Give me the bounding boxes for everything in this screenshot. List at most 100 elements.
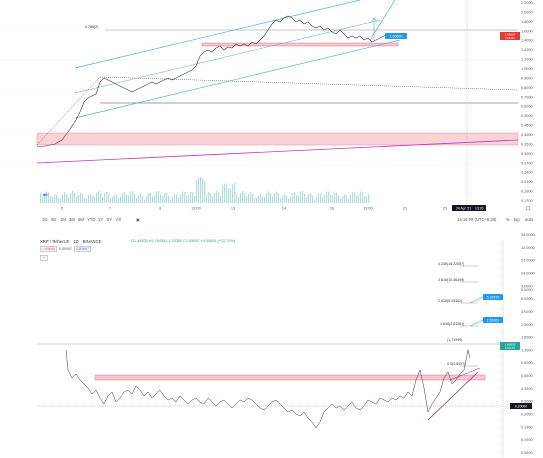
volume-bar	[286, 195, 288, 203]
volume-bar	[160, 194, 162, 203]
top-chart-canvas[interactable]: 1.90690 0.786(2) 1.66907 1.64392 2.20002…	[0, 0, 543, 212]
timeframe-5y[interactable]: 5Y	[107, 217, 113, 222]
timeframe-1m[interactable]: 1M	[60, 217, 66, 222]
price-callout-box	[385, 33, 407, 39]
volume-bar	[338, 195, 340, 203]
fib-extension-labels: 4.236(16.22097) 3.618(10.46499) 2.618(5.25…	[438, 262, 465, 366]
log-toggle[interactable]: log	[514, 217, 520, 222]
calendar-icon[interactable]: ▣	[136, 217, 140, 222]
symbol-pair[interactable]: XRP / TetherUS	[40, 239, 70, 244]
spread-value: 0.00007	[59, 247, 72, 251]
volume-bar	[186, 195, 188, 203]
volume-bar	[50, 196, 52, 203]
volume-bar	[154, 194, 156, 203]
volume-bar	[264, 196, 266, 203]
volume-bar	[212, 196, 214, 203]
volume-bar	[358, 194, 360, 203]
bottom-y-tick: 0.6500	[521, 374, 533, 378]
volume-bar	[158, 191, 160, 203]
timeframe-6m[interactable]: 6M	[78, 217, 84, 222]
volume-bar	[352, 191, 354, 203]
timeframe-5d[interactable]: 5D	[51, 217, 57, 222]
volume-bar	[262, 196, 264, 203]
volume-bar	[188, 194, 190, 203]
volume-bar	[272, 196, 274, 203]
percent-toggle[interactable]: %	[506, 217, 510, 222]
volume-bar	[42, 196, 44, 203]
volume-bar	[314, 200, 316, 203]
volume-bar	[326, 191, 328, 203]
symbol-header[interactable]: XRP / TetherUS 1D BINANCE	[40, 239, 105, 244]
top-y-tick: 0.9000	[521, 76, 533, 80]
volume-bar	[218, 192, 220, 203]
price-series	[36, 15, 389, 148]
top-y-tick: 0.8000	[521, 86, 533, 90]
buy-sell-row[interactable]: 1.65695 0.00007 1.65697	[40, 246, 93, 252]
timeframe-ytd[interactable]: YTD	[87, 217, 96, 222]
volume-bar	[362, 192, 364, 203]
volume-bar	[86, 198, 88, 203]
volume-bar	[312, 195, 314, 203]
volume-bar	[170, 199, 172, 203]
volume-bar	[328, 191, 330, 203]
volume-bar	[92, 195, 94, 203]
volume-bar	[364, 195, 366, 203]
volume-bar	[138, 194, 140, 203]
top-x-tick: 5	[61, 207, 63, 211]
volume-bar	[238, 196, 240, 203]
volume-bar	[206, 194, 208, 203]
volume-bar	[44, 193, 46, 203]
fib-level-label: 3.618(10.46499)	[438, 278, 464, 282]
bottom-chart-canvas[interactable]: 5.22679 2.63261 4.236(16.22097) 3.618(10.…	[0, 230, 543, 458]
top-y-axis[interactable]: 2.2000 2.0000 1.8000 1.6000 1.4000 1.2000 1.10…	[521, 1, 533, 203]
timeframe-1y[interactable]: 1Y	[98, 217, 104, 222]
volume-bar	[322, 196, 324, 203]
timeframe-3m[interactable]: 3M	[69, 217, 75, 222]
volume-bar	[344, 194, 346, 203]
volume-bar	[296, 194, 298, 203]
fib-level-label: 1.618(2.63261)	[440, 322, 464, 326]
top-x-tick: 12:00	[191, 207, 201, 211]
bottom-y-tick: 0.0900	[521, 438, 533, 442]
bottom-resistance-zone	[94, 374, 486, 381]
bottom-price-text: 1.65695	[505, 343, 516, 347]
volume-bar	[202, 178, 204, 203]
volume-bar	[348, 198, 350, 203]
fib-level-label: (1.71999)	[447, 338, 462, 342]
timeframe-all[interactable]: All	[116, 217, 121, 222]
symbol-interval[interactable]: 1D	[73, 239, 79, 244]
top-x-tick: 16	[330, 207, 334, 211]
volume-bar	[88, 194, 90, 203]
fib-level-label: 2.618(5.25362)	[438, 299, 462, 303]
volume-bar	[48, 192, 50, 203]
auto-toggle[interactable]: auto	[525, 217, 534, 222]
bottom-chart-pane[interactable]: 5.22679 2.63261 4.236(16.22097) 3.618(10.…	[0, 230, 543, 458]
volume-bar	[300, 191, 302, 203]
timeframe-1d[interactable]: 1D	[42, 217, 48, 222]
top-x-tick: 14	[282, 207, 286, 211]
volume-bar	[360, 191, 362, 203]
volume-bar	[146, 196, 148, 203]
volume-bar	[306, 197, 308, 203]
volume-bar	[150, 192, 152, 203]
volume-bar	[216, 191, 218, 203]
volume-bar	[316, 196, 318, 203]
volume-bar	[162, 196, 164, 203]
volume-bar	[74, 192, 76, 203]
volume-bar	[114, 195, 116, 203]
volume-bar	[66, 193, 68, 203]
volume-bar	[128, 195, 130, 203]
top-chart-pane[interactable]: 1.90690 0.786(2) 1.66907 1.64392 2.2000 2…	[0, 0, 543, 212]
bottom-y-tick: 6.0000	[521, 297, 533, 301]
volume-bar	[254, 198, 256, 203]
volume-bar	[280, 198, 282, 203]
collapse-button[interactable]: ^	[40, 255, 48, 261]
sell-button[interactable]: 1.65695	[40, 246, 57, 252]
volume-bar	[168, 195, 170, 203]
buy-button[interactable]: 1.65697	[74, 246, 91, 252]
volume-bar	[304, 193, 306, 203]
volume-bar	[40, 192, 42, 203]
bottom-y-axis[interactable]: 48.0000 32.0000 22.0000 14.0000 9.0000 6.0000…	[521, 233, 535, 455]
current-price-sub: 1.64392	[505, 36, 515, 40]
